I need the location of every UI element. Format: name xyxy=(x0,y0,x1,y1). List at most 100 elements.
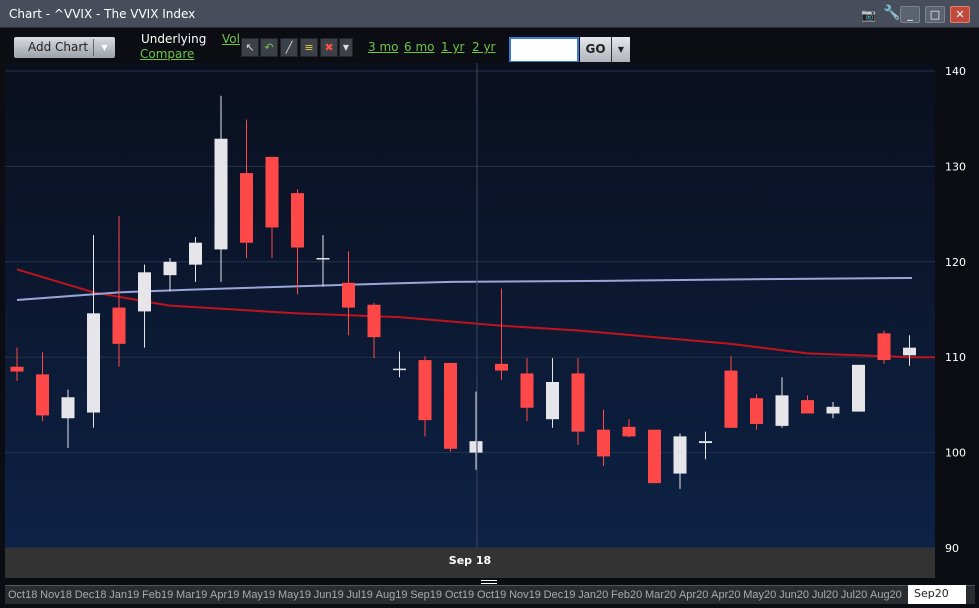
crosshair-date-bar: Sep 18 xyxy=(5,548,935,578)
compare-link[interactable]: Compare xyxy=(140,47,195,61)
toolbar: Add Chart ▼ Underlying Vol Compare ↖ ↶ ╱ … xyxy=(0,29,979,63)
y-tick-label: 100 xyxy=(945,447,966,460)
range-3mo[interactable]: 3 mo xyxy=(368,40,399,54)
range-1yr[interactable]: 1 yr xyxy=(441,40,465,54)
close-button[interactable]: ✕ xyxy=(950,6,970,23)
navigator-selected-window[interactable]: Sep20 xyxy=(908,585,966,604)
candle-body xyxy=(546,382,559,420)
camera-icon[interactable]: 📷 xyxy=(861,8,876,22)
add-chart-label: Add Chart xyxy=(28,40,89,54)
pointer-icon[interactable]: ↖ xyxy=(241,38,259,57)
candle-body xyxy=(367,304,381,338)
y-tick-label: 140 xyxy=(945,65,966,78)
delete-icon[interactable]: ✖ xyxy=(320,38,338,57)
navigator-month-label: Oct18 xyxy=(8,589,38,601)
candle-body xyxy=(265,156,279,228)
navigator-month-label: Aug19 xyxy=(375,589,408,601)
title-bar: Chart - ^VVIX - The VVIX Index 📷 🔧 _ □ ✕ xyxy=(0,0,979,28)
y-tick-label: 130 xyxy=(945,160,966,173)
candle-body xyxy=(622,426,636,437)
crosshair-date-label: Sep 18 xyxy=(448,554,492,567)
candle-body xyxy=(61,397,75,419)
range-2yr[interactable]: 2 yr xyxy=(472,40,496,54)
candle-body xyxy=(597,429,610,457)
candle-body xyxy=(10,366,24,372)
chevron-down-icon[interactable]: ▼ xyxy=(93,39,115,56)
lines-icon[interactable]: ≡ xyxy=(300,38,318,57)
navigator-month-label: Sep19 xyxy=(410,589,443,601)
maximize-button[interactable]: □ xyxy=(925,6,945,23)
navigator-strip[interactable]: Oct18 Nov18 Dec18 Jan19 Feb19 Mar19 Apr19 May19… xyxy=(5,585,905,604)
vol-link[interactable]: Vol xyxy=(222,32,240,46)
candle-body xyxy=(571,373,585,432)
candle-body xyxy=(291,193,304,248)
navigator-month-label: Feb19 xyxy=(142,589,174,601)
undo-icon[interactable]: ↶ xyxy=(260,38,278,57)
y-tick-label: 90 xyxy=(945,542,959,555)
navigator-month-label: Oct19 xyxy=(444,589,475,601)
candle-body xyxy=(724,370,738,428)
navigator-month-label: Jun19 xyxy=(313,589,344,601)
candle-body xyxy=(36,374,49,416)
y-tick-label: 110 xyxy=(945,351,966,364)
candle-body xyxy=(138,272,151,312)
candle-body xyxy=(877,333,891,361)
navigator-month-label: Jan19 xyxy=(109,589,140,601)
candle-body xyxy=(316,257,330,260)
candle-body xyxy=(469,441,483,453)
go-dropdown-icon[interactable]: ▼ xyxy=(612,37,630,62)
navigator-month-label: Jul20 xyxy=(840,589,868,601)
navigator-month-label: Dec18 xyxy=(74,589,107,601)
candle-body xyxy=(163,261,177,276)
navigator-month-label: Dec19 xyxy=(543,589,576,601)
navigator-month-label: Mar20 xyxy=(645,589,677,601)
navigator-month-label: Mar19 xyxy=(176,589,208,601)
navigator-resize-handle[interactable] xyxy=(481,580,497,584)
candle-body xyxy=(775,395,789,426)
symbol-input-wrap xyxy=(509,37,579,62)
navigator-month-label: Nov19 xyxy=(509,589,541,601)
candle-body xyxy=(444,362,457,449)
symbol-input[interactable] xyxy=(511,39,577,61)
price-chart[interactable]: 90 100 110 120 130 140 xyxy=(0,0,979,585)
dropdown-icon[interactable]: ▼ xyxy=(339,38,353,57)
candle-body xyxy=(393,368,406,371)
candle-body xyxy=(87,313,100,413)
candle-body xyxy=(903,347,916,356)
navigator-month-label: Apr20 xyxy=(678,589,709,601)
candle-body xyxy=(495,363,508,371)
candle-body xyxy=(852,364,865,412)
candle-body xyxy=(240,173,253,243)
navigator-month-label: Jun20 xyxy=(779,589,810,601)
y-tick-label: 120 xyxy=(945,256,966,269)
candle-body xyxy=(750,398,763,424)
candle-body xyxy=(673,436,687,474)
candle-body xyxy=(699,441,712,444)
window-title: Chart - ^VVIX - The VVIX Index xyxy=(9,7,196,21)
candle-body xyxy=(520,373,534,408)
navigator-month-label: May19 xyxy=(277,589,311,601)
navigator-month-label: Feb20 xyxy=(611,589,643,601)
minimize-button[interactable]: _ xyxy=(900,6,920,23)
navigator-month-label: Aug20 xyxy=(869,589,902,601)
range-6mo[interactable]: 6 mo xyxy=(404,40,435,54)
line-icon[interactable]: ╱ xyxy=(280,38,298,57)
candle-body xyxy=(801,400,814,414)
candle-body xyxy=(214,138,228,250)
candle-body xyxy=(418,360,432,421)
candle-body xyxy=(648,429,661,484)
underlying-label: Underlying xyxy=(141,32,207,46)
add-chart-button[interactable]: Add Chart ▼ xyxy=(14,37,115,58)
wrench-icon[interactable]: 🔧 xyxy=(883,5,901,21)
candle-body xyxy=(342,282,355,308)
navigator-month-label: Oct19 xyxy=(476,589,507,601)
navigator-month-label: Nov18 xyxy=(40,589,72,601)
candle-body xyxy=(826,406,840,414)
candle-body xyxy=(112,307,126,344)
navigator-month-label: Apr19 xyxy=(210,589,240,601)
navigator-month-label: Apr20 xyxy=(711,589,741,601)
navigator-month-label: Jul19 xyxy=(346,589,373,601)
plot-area xyxy=(5,63,935,548)
go-button[interactable]: GO xyxy=(580,37,612,62)
navigator-month-label: Jul20 xyxy=(811,589,839,601)
